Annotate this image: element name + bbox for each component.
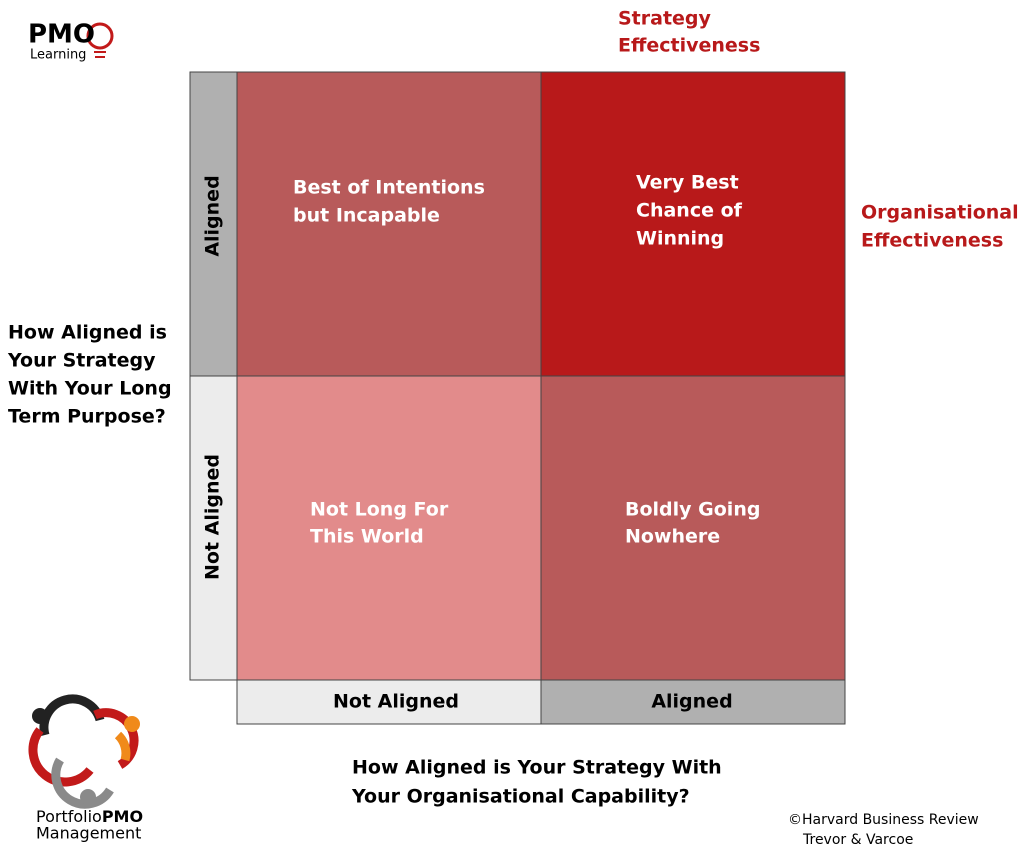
- logo-name: PMO: [28, 20, 95, 50]
- y-axis-title: With Your Long: [8, 378, 172, 400]
- cell-text: Nowhere: [625, 526, 720, 548]
- cell-text: Not Long For: [310, 499, 449, 521]
- logo-arc: [114, 731, 131, 762]
- logo-light: Portfolio: [36, 807, 102, 826]
- matrix-cell: [236, 71, 542, 377]
- matrix-cell: [236, 375, 542, 681]
- cell-text: Best of Intentions: [293, 177, 485, 199]
- row-label-box: [189, 71, 238, 377]
- cell-text: Winning: [636, 228, 724, 250]
- row-label: Not Aligned: [202, 454, 224, 580]
- credit: ©Harvard Business Review: [788, 812, 979, 828]
- cell-text: Boldly Going: [625, 499, 760, 521]
- row-label: Aligned: [202, 175, 224, 256]
- logo-text: PortfolioPMO: [36, 807, 143, 826]
- x-axis-title: Your Organisational Capability?: [351, 786, 690, 808]
- top-axis-title: Strategy: [618, 8, 712, 30]
- logo-dot: [32, 708, 48, 724]
- pmo-learning-logo: PMO Learning: [28, 20, 114, 63]
- bulb-icon: [86, 22, 114, 50]
- credit: Trevor & Varcoe: [802, 832, 913, 848]
- right-axis-title: Effectiveness: [861, 230, 1003, 252]
- logo-arc: [28, 727, 94, 787]
- y-axis-title: Term Purpose?: [8, 406, 166, 428]
- cell-text: This World: [310, 526, 424, 548]
- y-axis-title: How Aligned is: [8, 322, 167, 344]
- cell-text: but Incapable: [293, 205, 440, 227]
- cell-text: Chance of: [636, 200, 743, 222]
- logo-sub: Learning: [30, 48, 86, 63]
- logo-bold: PMO: [102, 807, 143, 826]
- logo-dot: [80, 789, 96, 805]
- matrix-cell: [540, 71, 846, 377]
- column-label: Aligned: [651, 691, 732, 713]
- right-axis-title: Organisational: [861, 202, 1019, 224]
- x-axis-title: How Aligned is Your Strategy With: [352, 757, 722, 779]
- matrix-cell: [540, 375, 846, 681]
- top-axis-title: Effectiveness: [618, 35, 760, 57]
- logo-arc: [51, 757, 114, 809]
- column-label-box: [540, 679, 846, 725]
- column-label-box: [236, 679, 542, 725]
- cell-text: Very Best: [636, 172, 739, 194]
- portfolio-logo: [28, 694, 140, 809]
- logo-dot: [124, 716, 140, 732]
- y-axis-title: Your Strategy: [7, 350, 156, 372]
- logo-arc: [39, 694, 105, 737]
- column-label: Not Aligned: [333, 691, 459, 713]
- logo-sub: Management: [36, 824, 141, 843]
